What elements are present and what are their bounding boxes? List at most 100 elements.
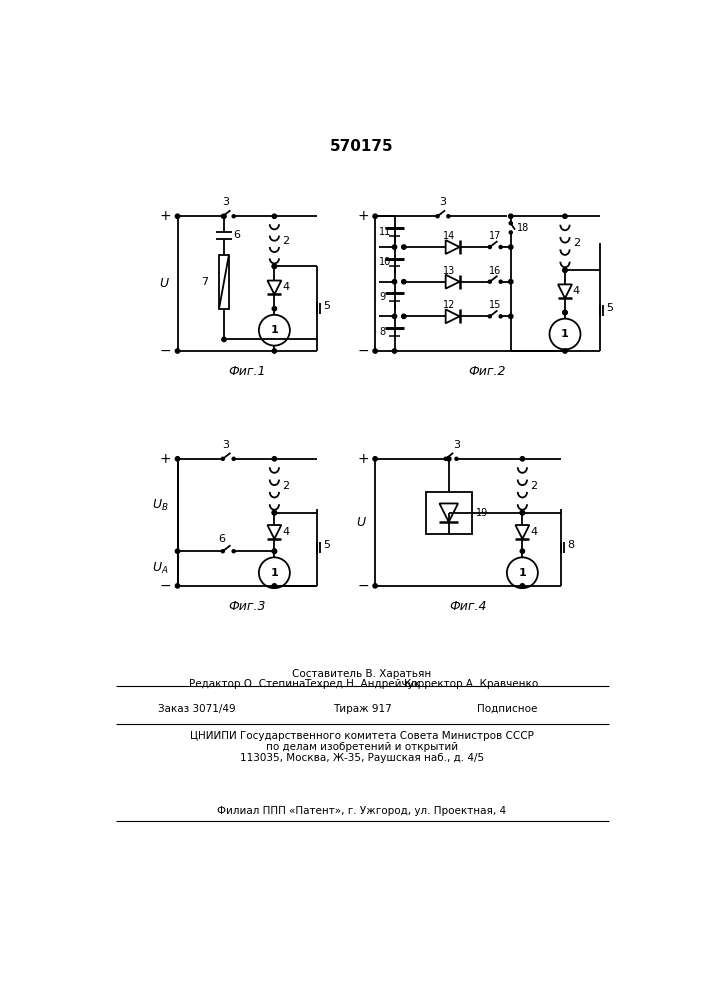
Circle shape — [402, 280, 406, 284]
Circle shape — [392, 280, 397, 284]
Text: 2: 2 — [282, 236, 289, 246]
Circle shape — [563, 310, 567, 315]
Circle shape — [563, 268, 567, 272]
Bar — [426, 492, 472, 534]
Text: Тираж 917: Тираж 917 — [332, 704, 392, 714]
Text: U: U — [357, 516, 366, 529]
Text: 6: 6 — [218, 534, 226, 544]
Circle shape — [175, 214, 180, 218]
Text: Техред Н. Андрейчук: Техред Н. Андрейчук — [304, 679, 420, 689]
Text: 9: 9 — [379, 292, 385, 302]
Circle shape — [509, 222, 513, 225]
Text: 10: 10 — [379, 257, 391, 267]
Circle shape — [499, 280, 502, 283]
Circle shape — [272, 264, 276, 268]
Text: 3: 3 — [453, 440, 460, 450]
Circle shape — [563, 349, 567, 353]
Text: 11: 11 — [379, 227, 391, 237]
Circle shape — [563, 310, 567, 315]
Text: 113035, Москва, Ж-35, Раушская наб., д. 4/5: 113035, Москва, Ж-35, Раушская наб., д. … — [240, 753, 484, 763]
Circle shape — [436, 215, 439, 218]
Circle shape — [222, 337, 226, 342]
Circle shape — [232, 550, 235, 553]
Text: 17: 17 — [489, 231, 501, 241]
Circle shape — [272, 349, 276, 353]
Text: 5: 5 — [323, 301, 330, 311]
Text: 5: 5 — [606, 303, 613, 313]
Circle shape — [373, 457, 378, 461]
Text: 13: 13 — [443, 266, 455, 276]
Text: −: − — [160, 344, 171, 358]
Text: 5: 5 — [323, 540, 330, 550]
Text: −: − — [160, 579, 171, 593]
Text: U: U — [159, 277, 168, 290]
Circle shape — [232, 215, 235, 218]
Circle shape — [222, 214, 226, 218]
Text: 2: 2 — [530, 481, 537, 491]
Text: 3: 3 — [223, 440, 230, 450]
Circle shape — [373, 349, 378, 353]
Circle shape — [392, 314, 397, 319]
Circle shape — [499, 246, 502, 249]
Text: 3: 3 — [440, 197, 446, 207]
Circle shape — [520, 511, 525, 515]
Circle shape — [520, 584, 525, 588]
Circle shape — [175, 584, 180, 588]
Text: 4: 4 — [282, 282, 289, 292]
Circle shape — [447, 215, 450, 218]
Text: 4: 4 — [530, 527, 537, 537]
Circle shape — [272, 549, 276, 553]
Text: Заказ 3071/49: Заказ 3071/49 — [158, 704, 235, 714]
Text: 6: 6 — [233, 231, 240, 240]
Circle shape — [221, 215, 224, 218]
Text: Редактор О. Степина: Редактор О. Степина — [189, 679, 305, 689]
Text: Составитель В. Харатьян: Составитель В. Харатьян — [292, 669, 431, 679]
Text: 1: 1 — [518, 568, 526, 578]
Text: 19: 19 — [476, 508, 488, 518]
Circle shape — [221, 550, 224, 553]
Circle shape — [520, 511, 525, 515]
Circle shape — [509, 231, 513, 234]
Circle shape — [520, 549, 525, 553]
Circle shape — [221, 457, 224, 460]
Text: 18: 18 — [517, 223, 530, 233]
Circle shape — [402, 245, 406, 249]
Text: 2: 2 — [282, 481, 289, 491]
Circle shape — [508, 314, 513, 319]
Text: 4: 4 — [573, 286, 580, 296]
Circle shape — [232, 457, 235, 460]
Circle shape — [563, 214, 567, 218]
Text: −: − — [357, 344, 369, 358]
Text: ЦНИИПИ Государственного комитета Совета Министров СССР: ЦНИИПИ Государственного комитета Совета … — [190, 731, 534, 741]
Circle shape — [272, 457, 276, 461]
Circle shape — [272, 511, 276, 515]
Text: Корректор А. Кравченко: Корректор А. Кравченко — [404, 679, 538, 689]
Circle shape — [508, 214, 513, 218]
Text: +: + — [357, 452, 369, 466]
Circle shape — [489, 246, 491, 249]
Text: +: + — [357, 209, 369, 223]
Text: Подписное: Подписное — [477, 704, 538, 714]
Circle shape — [520, 457, 525, 461]
Text: +: + — [160, 452, 171, 466]
Circle shape — [175, 349, 180, 353]
Bar — [218, 255, 230, 309]
Text: Фиг.3: Фиг.3 — [228, 600, 266, 613]
Text: 8: 8 — [567, 540, 575, 550]
Text: 7: 7 — [201, 277, 209, 287]
Circle shape — [489, 280, 491, 283]
Circle shape — [489, 315, 491, 318]
Circle shape — [447, 457, 451, 461]
Circle shape — [175, 549, 180, 553]
Text: 4: 4 — [282, 527, 289, 537]
Text: 1: 1 — [561, 329, 569, 339]
Circle shape — [373, 214, 378, 218]
Text: −: − — [357, 579, 369, 593]
Circle shape — [373, 584, 378, 588]
Text: Филиал ППП «Патент», г. Ужгород, ул. Проектная, 4: Филиал ППП «Патент», г. Ужгород, ул. Про… — [217, 806, 506, 816]
Text: по делам изобретений и открытий: по делам изобретений и открытий — [266, 742, 458, 752]
Text: 12: 12 — [443, 300, 456, 310]
Text: 8: 8 — [379, 327, 385, 337]
Circle shape — [175, 457, 180, 461]
Text: 2: 2 — [573, 238, 580, 248]
